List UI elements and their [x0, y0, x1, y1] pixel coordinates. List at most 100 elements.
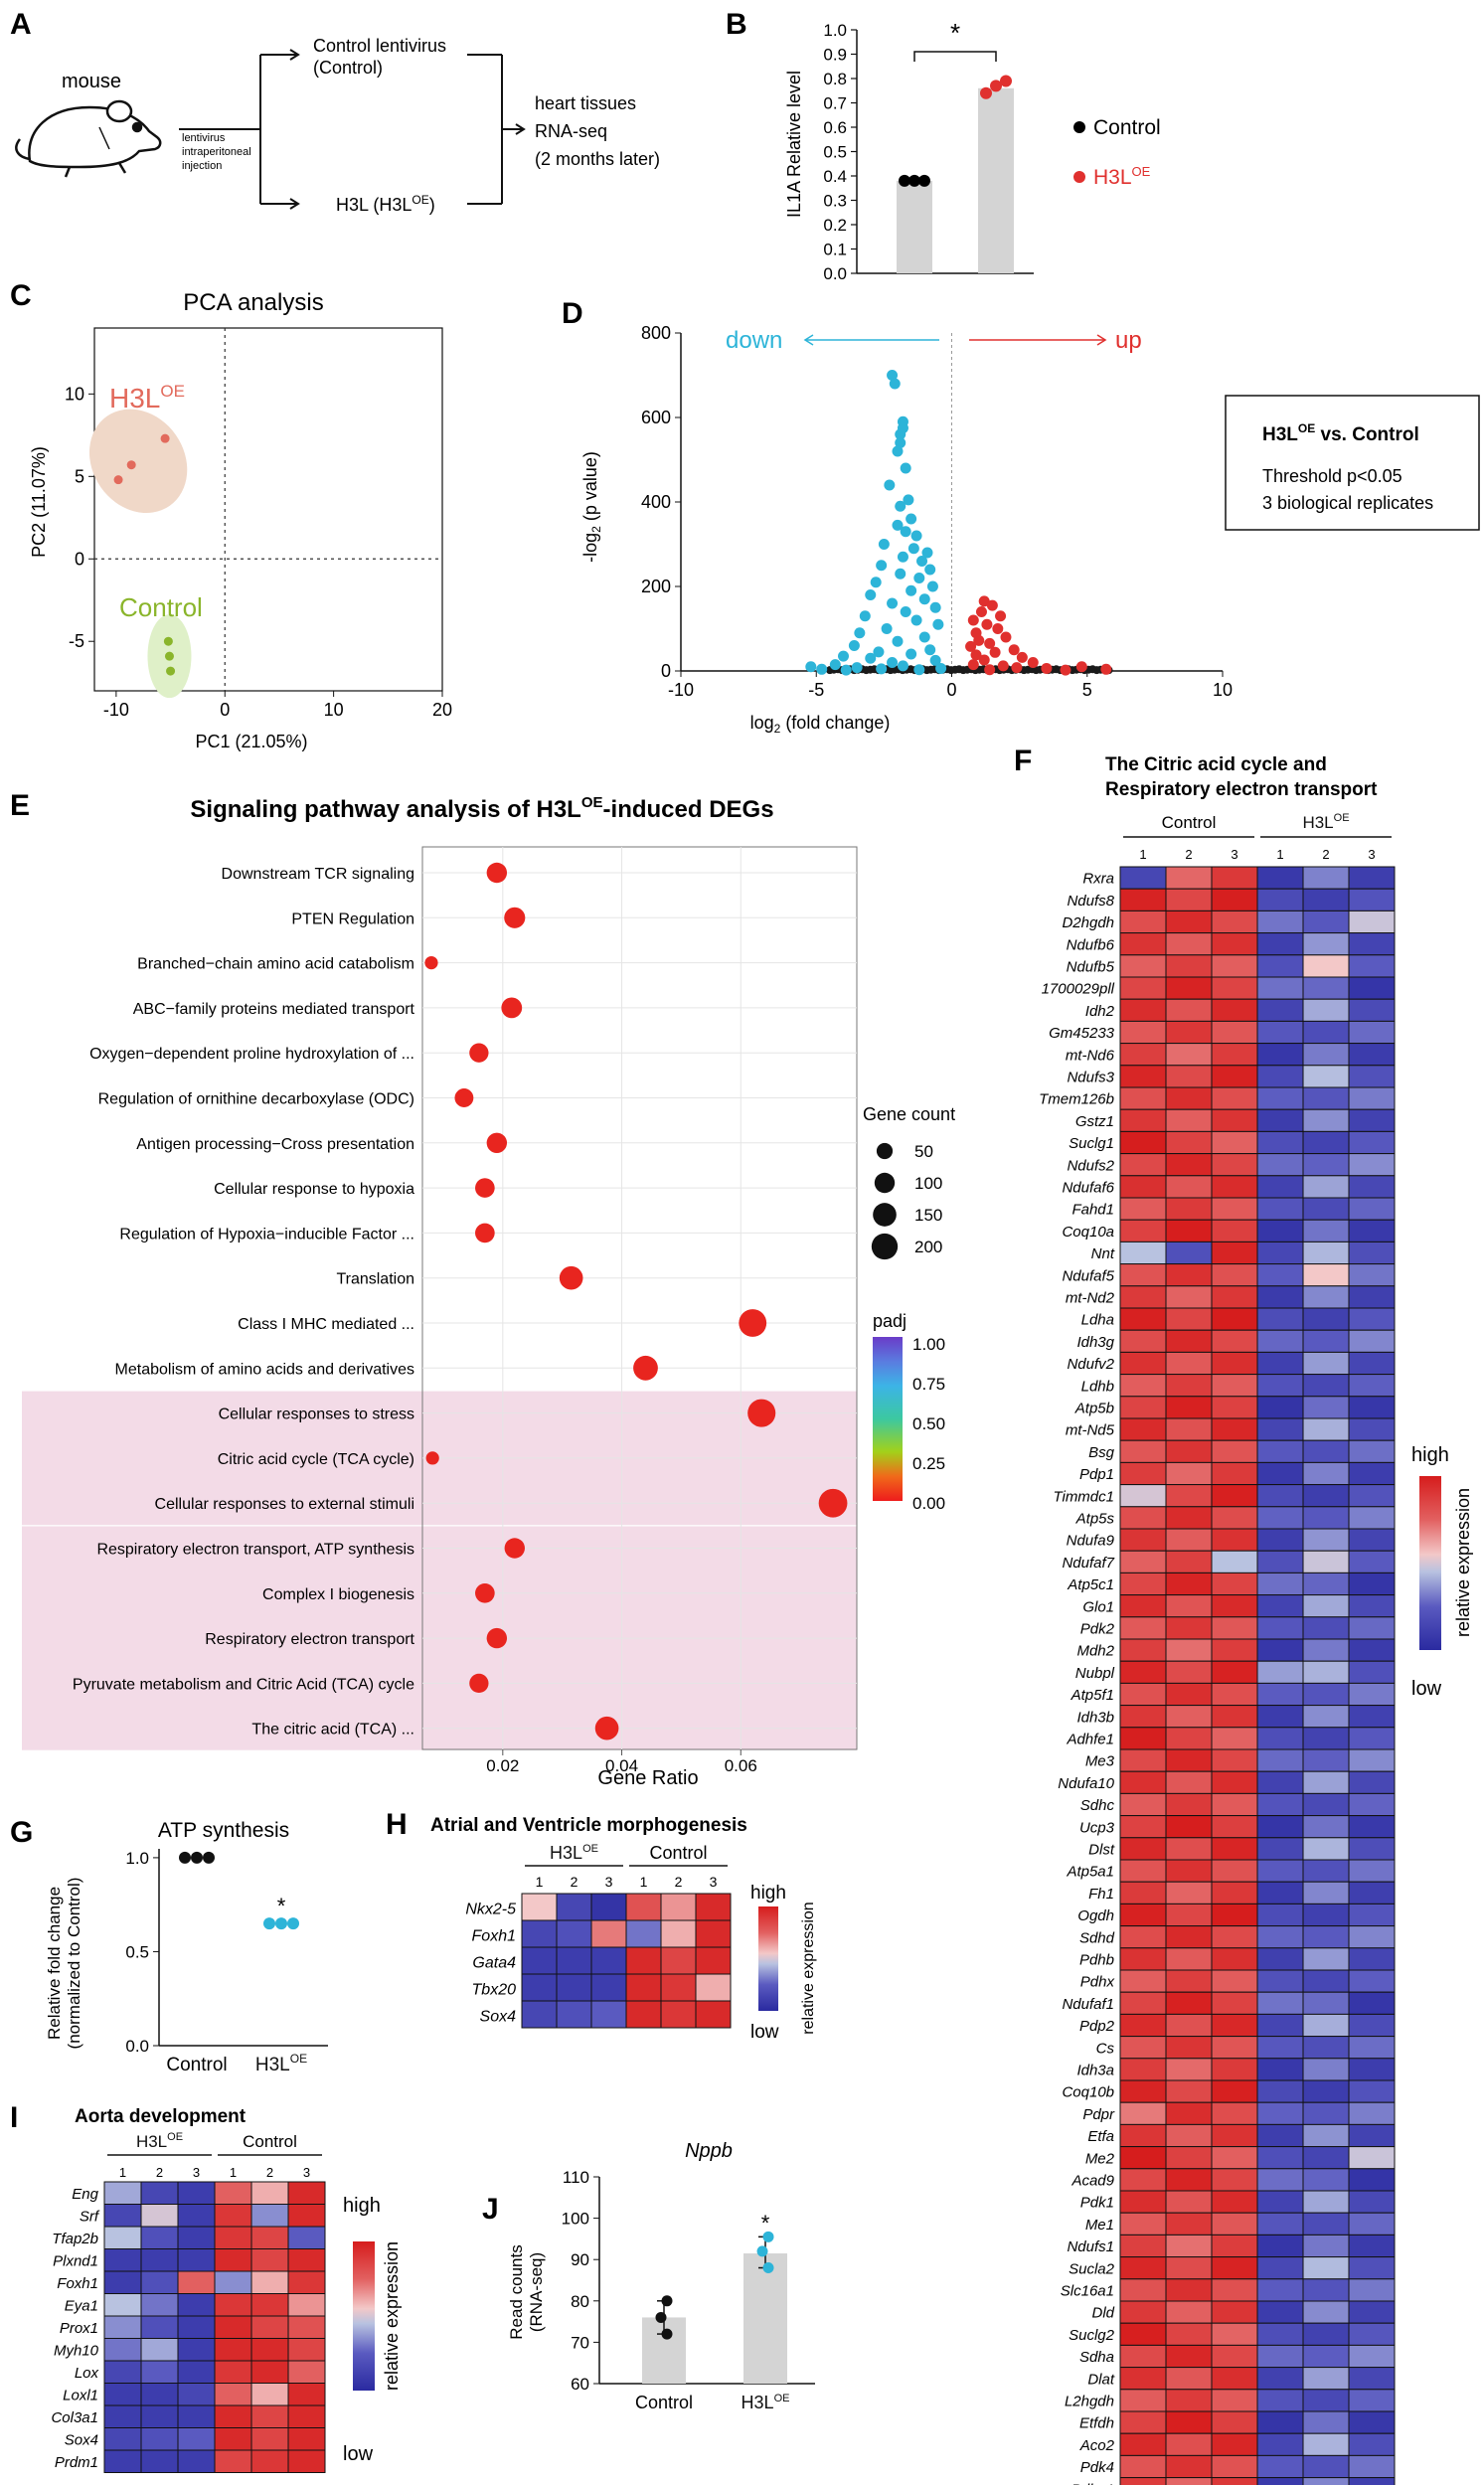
panel-label-g: G	[10, 1816, 33, 1849]
f-cell	[1165, 1020, 1213, 1045]
e-pathway-dot	[501, 997, 523, 1019]
d-point-down	[913, 664, 925, 676]
f-cell	[1119, 1329, 1167, 1353]
f-cell	[1348, 1065, 1396, 1088]
f-cell	[1165, 1241, 1213, 1265]
f-cell	[1348, 1528, 1396, 1552]
i-cell	[250, 2226, 289, 2249]
f-cell	[1348, 2168, 1396, 2192]
g-xtick-label: H3LOE	[255, 2052, 307, 2075]
i-cell	[140, 2270, 179, 2294]
f-cell	[1119, 2344, 1167, 2369]
c-xlabel: PC1 (21.05%)	[195, 732, 307, 751]
f-cell	[1165, 2013, 1213, 2038]
f-cell	[1211, 1837, 1258, 1861]
f-cell	[1256, 1263, 1304, 1287]
c-point	[126, 460, 136, 470]
g-sig-star: *	[277, 1894, 286, 1918]
i-cell	[214, 2293, 252, 2317]
f-cell	[1302, 2168, 1350, 2192]
f-cell	[1165, 976, 1213, 1000]
i-row-label: Lox	[75, 2365, 99, 2382]
f-cell	[1165, 1043, 1213, 1067]
e-color-legend-label: 0.75	[912, 1375, 945, 1394]
j-ytick-label: 100	[562, 2210, 589, 2229]
f-cell	[1119, 1439, 1167, 1463]
f-title-1: The Citric acid cycle and	[1105, 754, 1327, 775]
f-cell	[1119, 1837, 1167, 1861]
f-cell	[1211, 2146, 1258, 2170]
i-cell	[140, 2338, 179, 2362]
f-row-label: Slc16a1	[1061, 2282, 1114, 2299]
f-cell	[1211, 1086, 1258, 1110]
e-color-legend: 1.00 0.75 0.50 0.25 0.00	[912, 1335, 945, 1513]
f-cell	[1119, 976, 1167, 1000]
e-color-legend-label: 0.50	[912, 1414, 945, 1433]
e-size-legend-dot	[876, 1142, 894, 1160]
d-point-down	[895, 428, 907, 440]
f-row-label: Rxra	[1082, 871, 1114, 888]
f-cell	[1119, 1043, 1167, 1067]
i-cell	[177, 2360, 216, 2384]
f-cell	[1348, 1043, 1396, 1067]
h-cell	[590, 1919, 627, 1948]
f-cell	[1119, 888, 1167, 911]
f-cell	[1348, 1969, 1396, 1993]
panel-d: D -10 -5 0 5 10 0 200 400 600 800 down up log2 (f…	[562, 297, 1480, 736]
h-cell	[660, 1893, 697, 1921]
f-cell	[1302, 888, 1350, 911]
f-cell	[1211, 954, 1258, 978]
f-cell	[1165, 1815, 1213, 1839]
f-cell	[1256, 1660, 1304, 1684]
f-cell	[1302, 1660, 1350, 1684]
i-cell	[287, 2427, 326, 2451]
j-ylabel-1: Read counts	[507, 2244, 526, 2339]
f-row-label: Sdhc	[1080, 1797, 1115, 1814]
panel-label-a: A	[10, 8, 32, 41]
f-cell	[1211, 2454, 1258, 2479]
f-cell	[1211, 2123, 1258, 2148]
f-row-label: Tmem126b	[1039, 1091, 1114, 1108]
f-cell	[1211, 2410, 1258, 2434]
e-pathway-dot	[425, 1451, 439, 1465]
f-cell	[1348, 2123, 1396, 2148]
f-cell	[1165, 1969, 1213, 1993]
f-cell	[1211, 2058, 1258, 2081]
f-cell	[1165, 1351, 1213, 1376]
f-cell	[1165, 1638, 1213, 1662]
f-cell	[1348, 1594, 1396, 1618]
f-cell	[1348, 1241, 1396, 1265]
i-cell	[177, 2338, 216, 2362]
f-cell	[1119, 1748, 1167, 1772]
e-pathway-label: Cellular responses to stress	[219, 1407, 414, 1423]
i-col-label: 2	[156, 2165, 163, 2180]
mouse-label: mouse	[62, 71, 121, 92]
f-cell	[1119, 1461, 1167, 1486]
f-cell	[1302, 1572, 1350, 1596]
d-point-down	[897, 660, 908, 672]
f-row-label: mt-Nd2	[1066, 1289, 1115, 1306]
b-point	[1000, 75, 1012, 87]
f-cell	[1165, 1285, 1213, 1309]
f-cell	[1348, 932, 1396, 956]
f-cell	[1348, 2234, 1396, 2258]
bar-chart-b: 0.0 0.1 0.2 0.3 0.4 0.5 0.6 0.7 0.8 0.9 1.0 *	[823, 18, 1034, 283]
i-cell	[287, 2315, 326, 2339]
e-pathway-dot	[504, 1538, 525, 1559]
c-ytick-label: 10	[65, 384, 84, 404]
f-cell	[1165, 2344, 1213, 2369]
f-cell	[1211, 1572, 1258, 1596]
f-cell	[1165, 2432, 1213, 2456]
e-pathway-label: Branched−chain amino acid catabolism	[137, 956, 414, 973]
d-point-up	[1011, 662, 1023, 674]
i-cell	[287, 2360, 326, 2384]
f-cell	[1302, 1285, 1350, 1309]
f-cell	[1348, 1439, 1396, 1463]
h-col-label: 2	[675, 1874, 683, 1890]
f-cell	[1211, 1727, 1258, 1750]
f-cell	[1165, 2367, 1213, 2391]
f-cell	[1119, 2322, 1167, 2346]
h-col-label: 1	[536, 1874, 544, 1890]
f-cell	[1348, 888, 1396, 911]
e-pathway-label: Cellular response to hypoxia	[214, 1181, 414, 1198]
